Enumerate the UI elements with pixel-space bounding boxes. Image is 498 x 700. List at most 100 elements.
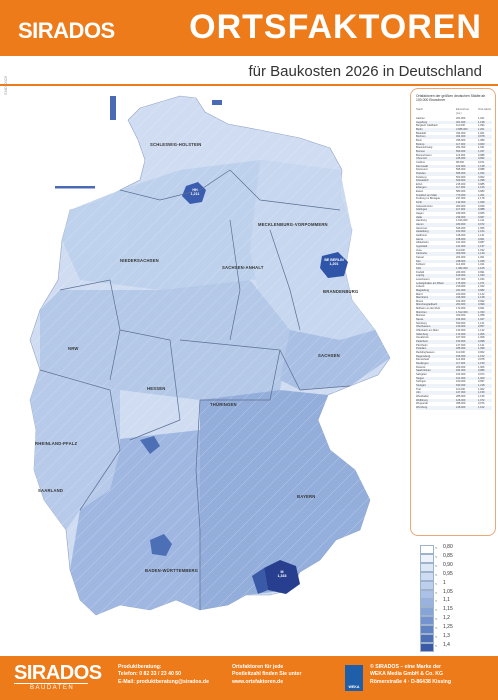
- table-cell-population: 241.000: [456, 288, 466, 292]
- table-cell-city: Bremerhaven: [416, 153, 432, 157]
- legend-item: <1,25: [420, 624, 492, 635]
- table-cell-population: 1.910.000: [456, 219, 468, 223]
- table-cell-city: Hamm: [416, 223, 424, 227]
- legend-swatch: [420, 598, 434, 608]
- table-cell-factor: 1,218: [478, 383, 485, 387]
- table-cell-population: 595.000: [456, 168, 466, 172]
- table-cell-factor: 1,058: [478, 314, 485, 318]
- table-cell-factor: 1,047: [478, 149, 485, 153]
- table-cell-factor: 0,988: [478, 168, 485, 172]
- table-row: Solingen 160.000 0,997: [416, 380, 492, 384]
- footer-contact-phone[interactable]: Telefon: 0 82 33 / 23 40 50: [118, 671, 182, 678]
- footer-imprint-line1: © SIRADOS – eine Marke der: [370, 664, 441, 670]
- table-cell-population: 153.000: [456, 340, 466, 344]
- table-row: Wuppertal 358.000 0,976: [416, 402, 492, 406]
- table-cell-city: Krefeld: [416, 270, 425, 274]
- table-row: Ingolstadt 141.000 1,197: [416, 244, 492, 249]
- table-cell-city: Rostock: [416, 365, 426, 369]
- state-label-he: HESSEN: [147, 386, 166, 391]
- table-cell-city: Siegen: [416, 376, 425, 380]
- table-row: Neuss 154.000 1,047: [416, 318, 492, 322]
- footer-contact-email[interactable]: E-Mail: produktberatung@sirados.de: [118, 678, 209, 685]
- table-cell-city: Offenbach am Main: [416, 329, 439, 333]
- legend-value: 1,3: [443, 633, 450, 639]
- table-row: Magdeburg 241.000 0,982: [416, 288, 492, 293]
- table-row: Paderborn 153.000 0,998: [416, 340, 492, 344]
- table-row: Erfurt 215.000 0,985: [416, 183, 492, 187]
- table-cell-population: 204.000: [456, 255, 466, 259]
- table-row: Oldenburg 172.000 1,006: [416, 332, 492, 337]
- table-row: Karlsruhe 309.000 1,139: [416, 252, 492, 256]
- city-pin-berlin: BE BERLIN 1,201: [322, 258, 346, 266]
- table-cell-factor: 1,159: [478, 391, 485, 395]
- legend-operator: <: [435, 607, 438, 613]
- footer-website-link[interactable]: www.ortsfaktoren.de: [232, 678, 284, 685]
- table-cell-city: Halle: [416, 215, 422, 219]
- legend-value: 0,95: [443, 570, 453, 577]
- table-cell-population: 237.000: [456, 197, 466, 201]
- table-cell-population: 215.000: [456, 182, 466, 186]
- city-pin-hamburg-value: 1,211: [190, 192, 200, 196]
- table-row: Braunschweig 251.000 1,031: [416, 146, 492, 150]
- table-cell-city: Dresden: [416, 171, 426, 175]
- table-cell-factor: 0,985: [478, 182, 485, 186]
- table-cell-population: 209.000: [456, 365, 466, 369]
- state-label-bw: BADEN-WÜRTTEMBERG: [145, 568, 199, 573]
- legend-item: <0,85: [420, 553, 492, 563]
- table-cell-factor: 1,138: [478, 296, 485, 300]
- table-cell-factor: 0,972: [478, 223, 485, 227]
- table-cell-factor: 1,132: [478, 329, 485, 333]
- table-cell-factor: 0,983: [478, 190, 485, 194]
- table-cell-population: 101.000: [456, 376, 466, 380]
- table-cell-city: Solingen: [416, 380, 427, 384]
- table-cell-city: Kassel: [416, 255, 424, 259]
- table-row: Aachen 261.000 1,021: [416, 117, 492, 121]
- table-cell-city: Erlangen: [416, 186, 427, 190]
- legend-operator: <: [435, 545, 438, 550]
- table-cell-city: Duisburg: [416, 175, 427, 179]
- table-cell-population: 154.000: [456, 318, 466, 322]
- table-cell-city: Mönchengladbach: [416, 303, 438, 307]
- legend-value: 1,05: [443, 588, 453, 595]
- table-cell-population: 117.000: [456, 208, 466, 212]
- table-row: Hamm 180.000 0,972: [416, 223, 492, 227]
- hotspots: [140, 182, 348, 594]
- table-row: Fürth 132.000 1,099: [416, 201, 492, 205]
- table-cell-factor: 0,989: [478, 369, 485, 373]
- table-row: Wolfsburg 126.000 1,072: [416, 398, 492, 403]
- table-row: Göttingen 117.000 0,988: [416, 208, 492, 213]
- table-cell-population: 210.000: [456, 325, 466, 329]
- table-cell-city: Paderborn: [416, 340, 429, 344]
- table-cell-city: Recklinghausen: [416, 351, 435, 354]
- legend-operator: <: [435, 571, 438, 577]
- table-row: Cottbus 98.000 0,971: [416, 161, 492, 165]
- table-cell-factor: 1,094: [478, 124, 485, 128]
- table-cell-population: 117.000: [456, 186, 466, 190]
- table-cell-city: Cottbus: [416, 160, 425, 164]
- table-cell-population: 309.000: [456, 252, 466, 256]
- legend-value: 1,15: [443, 606, 453, 613]
- table-cell-city: Aachen: [416, 117, 425, 120]
- col-header-einwohner: Einwohner (ca.): [456, 107, 470, 115]
- table-cell-population: 117.000: [456, 361, 466, 365]
- table-cell-population: 3.685.000: [456, 127, 468, 131]
- table-cell-city: Bonn: [416, 138, 423, 142]
- page-title: ORTSFAKTOREN: [189, 8, 482, 46]
- table-cell-factor: 1,105: [478, 266, 485, 270]
- table-row: München 1.512.000 1,333: [416, 310, 492, 315]
- table-cell-city: Oldenburg: [416, 332, 429, 336]
- table-row: Frankfurt am Main 773.000 1,201: [416, 193, 492, 198]
- table-cell-city: Regensburg: [416, 354, 431, 358]
- page-subtitle: für Baukosten 2026 in Deutschland: [248, 63, 483, 80]
- table-cell-population: 261.000: [456, 117, 466, 120]
- table-cell-factor: 1,121: [478, 321, 485, 325]
- border-nrw: [59, 279, 121, 381]
- legend-item: <1,3: [420, 633, 492, 643]
- table-cell-city: Lübeck: [416, 285, 425, 289]
- table-cell-city: Moers: [416, 299, 424, 303]
- table-row: Salzgitter 104.000 0,974: [416, 373, 492, 377]
- table-row: Jena 111.000 1,032: [416, 249, 492, 253]
- state-label-sl: SAARLAND: [38, 488, 64, 493]
- table-cell-population: 633.000: [456, 383, 466, 387]
- weka-logo: WEKA: [345, 665, 363, 691]
